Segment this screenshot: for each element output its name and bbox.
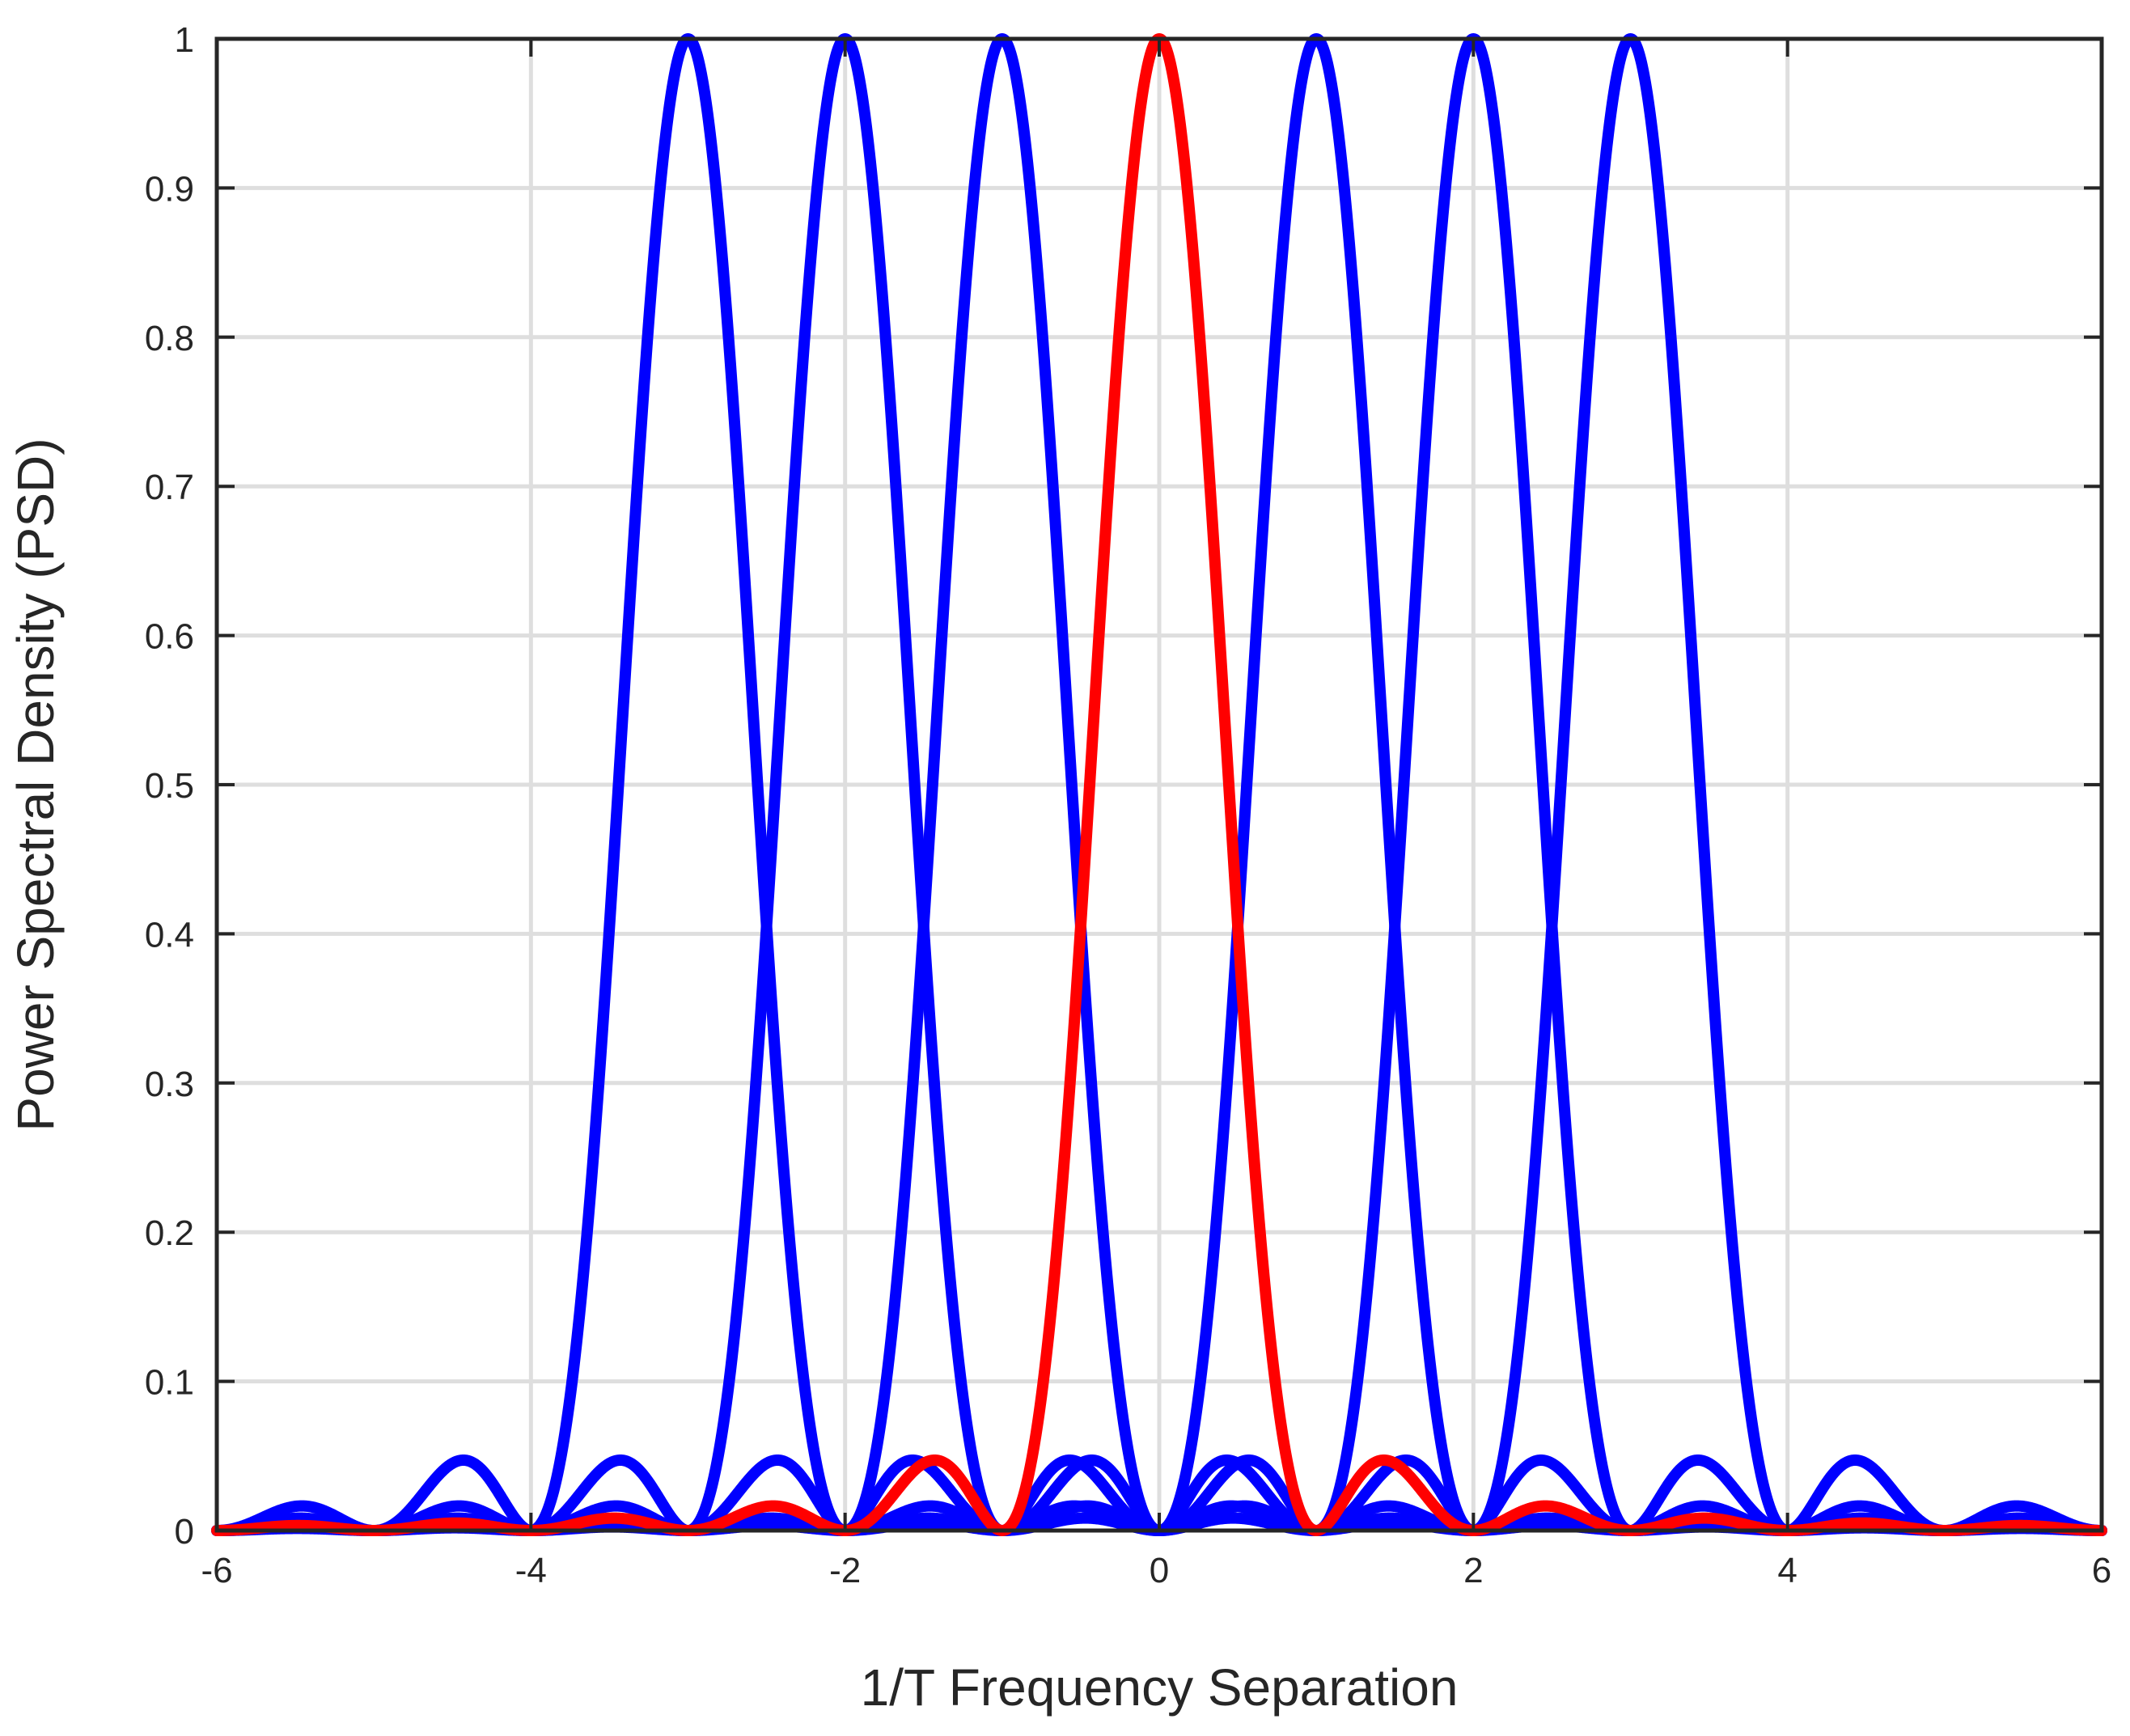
y-axis-title: Power Spectral Density (PSD) [6,438,65,1131]
tick-marks [215,37,2103,1532]
x-tick-label: -4 [515,1551,547,1590]
y-tick-label: 0.7 [145,468,194,507]
y-tick-label: 0.6 [145,617,194,657]
y-tick-labels: 0 0.1 0.2 0.3 0.4 0.5 0.6 0.7 0.8 0.9 1 [145,20,194,1552]
x-tick-label: -6 [201,1551,232,1590]
y-tick-label: 0.8 [145,319,194,358]
y-tick-label: 0.9 [145,169,194,209]
y-tick-label: 0.2 [145,1213,194,1253]
x-tick-labels: -6 -4 -2 0 2 4 6 [201,1551,2111,1590]
x-tick-label: 0 [1150,1551,1169,1590]
y-tick-label: 0.3 [145,1065,194,1104]
y-tick-label: 0.1 [145,1363,194,1403]
x-tick-label: -2 [829,1551,861,1590]
y-tick-label: 0.4 [145,915,194,955]
y-tick-label: 0 [175,1512,194,1552]
grid [214,36,2104,1533]
x-tick-label: 2 [1463,1551,1483,1590]
x-tick-label: 6 [2092,1551,2111,1590]
x-tick-label: 4 [1777,1551,1797,1590]
y-tick-label: 1 [175,20,194,60]
x-axis-title: 1/T Frequency Separation [861,1658,1459,1717]
y-tick-label: 0.5 [145,766,194,806]
